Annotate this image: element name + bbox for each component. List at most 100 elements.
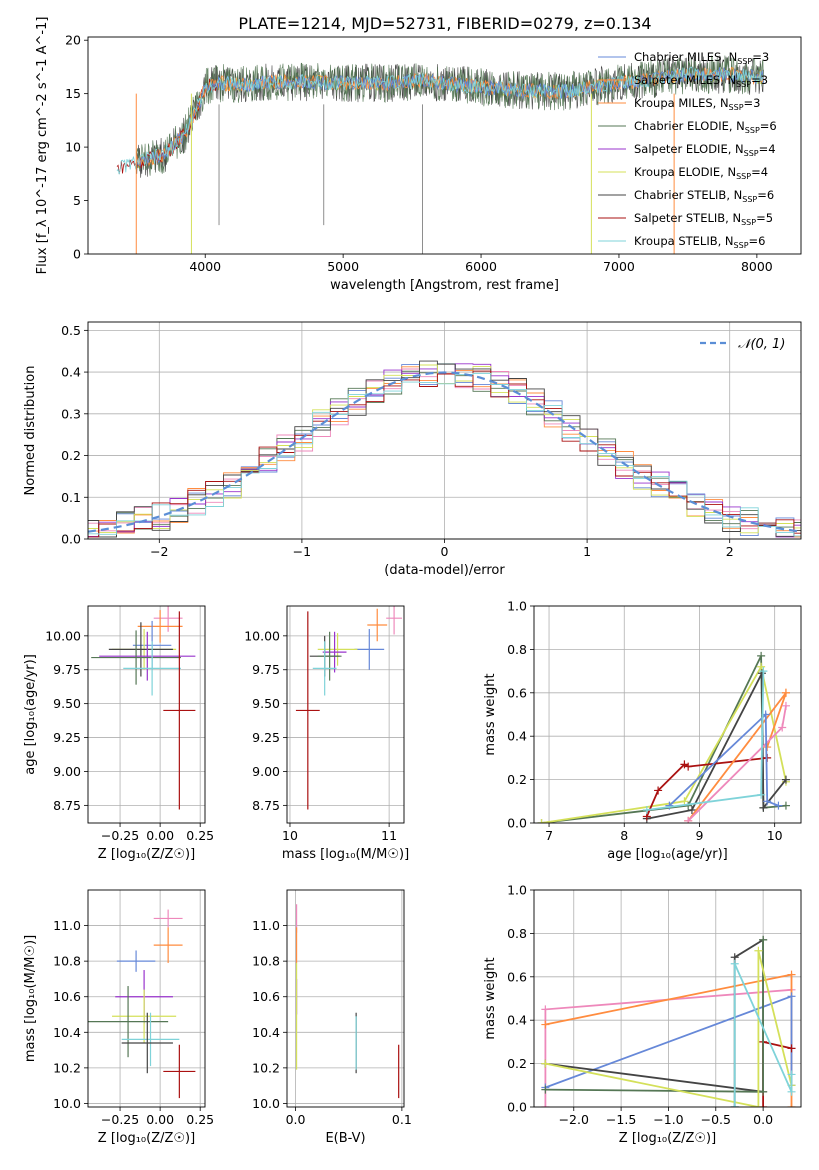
histogram-kroupa_elodie <box>88 364 801 534</box>
marker-chabrier_elodie <box>757 651 766 660</box>
x-tick-label: 0.25 <box>186 1112 214 1127</box>
y-tick-label: 1.0 <box>507 599 527 614</box>
marker-kroupa_stelib <box>730 959 739 968</box>
legend-label: Kroupa ELODIE, NSSP=4 <box>634 165 768 181</box>
plot-area <box>295 904 400 1099</box>
legend-label: Chabrier ELODIE, NSSP=6 <box>634 119 777 135</box>
legend-label: Chabrier STELIB, NSSP=6 <box>634 188 774 204</box>
histogram-kroupa_stelib <box>88 372 801 537</box>
x-tick-label: 7000 <box>603 259 635 274</box>
y-tick-label: 0.0 <box>507 1100 527 1115</box>
y-tick-label: 5 <box>73 193 81 208</box>
marker-chabrier_stelib <box>687 805 696 814</box>
plot-area <box>91 606 196 810</box>
marker-kroupa_stelib <box>757 790 766 799</box>
x-tick-label: 0.00 <box>146 828 174 843</box>
x-tick-label: −1.5 <box>606 1112 636 1127</box>
marker-salpeter_stelib <box>759 1103 768 1107</box>
x-tick-label: 0 <box>441 544 449 559</box>
y-tick-label: 10.6 <box>53 989 81 1004</box>
y-tick-label: 9.25 <box>252 730 280 745</box>
x-tick-label: −1.0 <box>653 1112 683 1127</box>
marker-kroupa_elodie <box>754 1103 763 1107</box>
marker-kroupa_elodie <box>754 946 763 955</box>
marker-kroupa_elodie <box>680 797 689 806</box>
y-tick-label: 8.75 <box>252 798 280 813</box>
marker-kroupa_elodie <box>537 819 546 823</box>
marker-salpeter_miles <box>541 1020 550 1029</box>
x-axis-label: wavelength [Angstrom, rest frame] <box>330 278 559 293</box>
panel-age_vs_Z: −0.25 0.00 0.25 8.75 9.00 9.25 9.50 9.75 10.00 Z … <box>23 605 214 862</box>
marker-chabrier_elodie <box>759 1087 768 1096</box>
marker-salpeter_miles <box>781 688 790 697</box>
y-axis-label: Flux [f_λ 10^-17 erg cm^-2 s^-1 A^-1] <box>35 17 50 275</box>
legend-label: Kroupa MILES, NSSP=3 <box>634 96 760 112</box>
legend-label: Kroupa STELIB, NSSP=6 <box>634 234 765 250</box>
y-tick-label: 10.4 <box>53 1025 81 1040</box>
histogram-chabrier_miles <box>88 363 801 538</box>
spectrum-kroupa_stelib <box>116 66 764 175</box>
marker-chabrier_elodie <box>781 801 790 810</box>
y-tick-label: 9.75 <box>53 662 81 677</box>
y-axis-label: mass weight <box>483 673 498 755</box>
y-tick-label: 10.4 <box>252 1025 280 1040</box>
x-axis-label: E(B-V) <box>325 1131 365 1146</box>
panel-spectrum: 4000 5000 6000 7000 8000 0 5 10 15 20 wavelength [… <box>35 17 802 293</box>
x-tick-label: 4000 <box>189 259 221 274</box>
marker-kroupa_stelib <box>787 1070 796 1079</box>
x-tick-label: −0.25 <box>101 828 139 843</box>
y-tick-label: 10.0 <box>252 1096 280 1111</box>
y-tick-label: 11.0 <box>252 918 280 933</box>
legend-label: Salpeter ELODIE, NSSP=4 <box>634 142 776 158</box>
marker-kroupa_stelib <box>787 1087 796 1096</box>
y-axis-label: Normed distribution <box>23 366 38 496</box>
plot-area <box>295 606 403 810</box>
x-tick-label: −1 <box>293 544 311 559</box>
marker-pink <box>541 1005 550 1014</box>
plot-area <box>537 651 790 823</box>
plot-area <box>541 935 796 1107</box>
y-tick-label: 0.4 <box>507 729 527 744</box>
histogram-salpeter_miles <box>88 366 801 538</box>
marker-salpeter_stelib <box>684 762 693 771</box>
histogram-chabrier_elodie <box>88 363 801 538</box>
marker-chabrier_miles <box>665 801 674 810</box>
y-axis-label: age [log₁₀(age/yr)] <box>23 654 38 775</box>
y-axis-label: mass weight <box>483 957 498 1039</box>
y-tick-label: 10.8 <box>252 954 280 969</box>
y-tick-label: 0.1 <box>61 490 81 505</box>
axes-frame <box>533 889 802 1108</box>
y-tick-label: 9.50 <box>53 696 81 711</box>
line-chabrier_miles <box>668 712 779 807</box>
y-tick-label: 0.5 <box>61 323 81 338</box>
legend-label: 𝒩(0, 1) <box>738 337 785 352</box>
y-tick-label: 0 <box>73 247 81 262</box>
x-tick-label: −0.25 <box>101 1112 139 1127</box>
marker-salpeter_miles <box>787 970 796 979</box>
panel-mass_vs_Z: −0.25 0.00 0.25 10.0 10.2 10.4 10.6 10.8 11.0 Z [… <box>23 889 214 1146</box>
x-tick-label: 10 <box>767 828 783 843</box>
x-tick-label: 9 <box>695 828 703 843</box>
x-tick-label: 11 <box>381 828 397 843</box>
histogram-pink <box>88 368 801 538</box>
x-axis-label: Z [log₁₀(Z/Z☉)] <box>619 1131 716 1146</box>
plot-area <box>88 360 801 538</box>
marker-kroupa_elodie <box>757 662 766 671</box>
marker-kroupa_elodie <box>541 1059 550 1068</box>
axes-frame <box>533 605 802 824</box>
y-axis-label: mass [log₁₀(M/M☉)] <box>23 935 38 1062</box>
x-tick-label: 8000 <box>741 259 773 274</box>
marker-salpeter_stelib <box>654 786 663 795</box>
y-tick-label: 0.4 <box>507 1013 527 1028</box>
y-tick-label: 0.0 <box>61 532 81 547</box>
panel-age_vs_mass: 10 11 8.75 9.00 9.25 9.50 9.75 10.00 mass [log₁₀… <box>244 605 409 862</box>
x-axis-label: (data-model)/error <box>384 563 505 578</box>
histogram-chabrier_stelib <box>88 360 801 538</box>
x-tick-label: −2.0 <box>559 1112 589 1127</box>
y-tick-label: 8.75 <box>53 798 81 813</box>
axes-frame <box>87 321 802 540</box>
line-chabrier_stelib <box>545 938 764 1107</box>
spectrum-salpeter_miles <box>136 67 764 167</box>
line-chabrier_elodie <box>545 939 764 1093</box>
